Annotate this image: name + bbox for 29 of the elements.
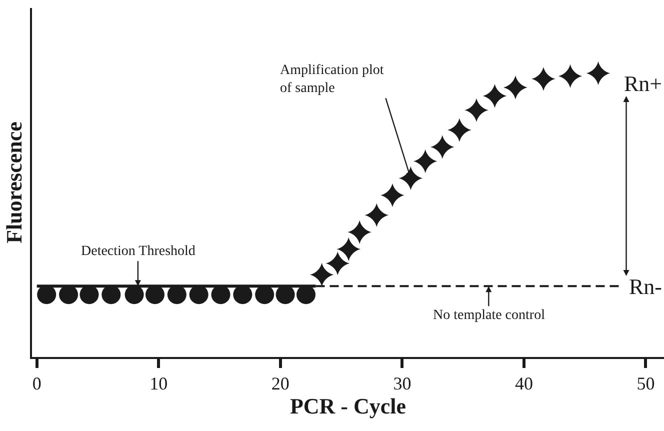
point xyxy=(364,203,389,228)
point xyxy=(398,166,423,190)
x-tick-label: 10 xyxy=(150,374,168,394)
x-tick-label: 30 xyxy=(393,374,412,394)
annotation: No template control xyxy=(433,308,546,323)
x-axis-title: PCR - Cycle xyxy=(290,394,406,419)
x-tick-label: 50 xyxy=(636,374,655,394)
point xyxy=(336,237,361,262)
point xyxy=(430,135,454,159)
point xyxy=(504,76,528,100)
x-tick-label: 0 xyxy=(32,374,42,394)
x-tick-label: 20 xyxy=(271,374,290,394)
point xyxy=(586,61,610,86)
point xyxy=(464,98,488,122)
point xyxy=(448,118,472,142)
x-tick-label: 40 xyxy=(514,374,533,394)
point xyxy=(558,64,582,88)
point xyxy=(310,262,334,287)
annotation: Rn- xyxy=(629,274,662,299)
point xyxy=(413,149,438,174)
y-axis-title: Fluorescence xyxy=(1,121,26,244)
annotation: Detection Threshold xyxy=(81,244,196,259)
annotation: Rn+ xyxy=(624,71,662,96)
annotation: Amplification plot of sample xyxy=(280,63,384,96)
point xyxy=(348,220,372,244)
point xyxy=(532,67,556,91)
point xyxy=(380,183,404,208)
point xyxy=(326,251,350,276)
point xyxy=(482,84,507,108)
